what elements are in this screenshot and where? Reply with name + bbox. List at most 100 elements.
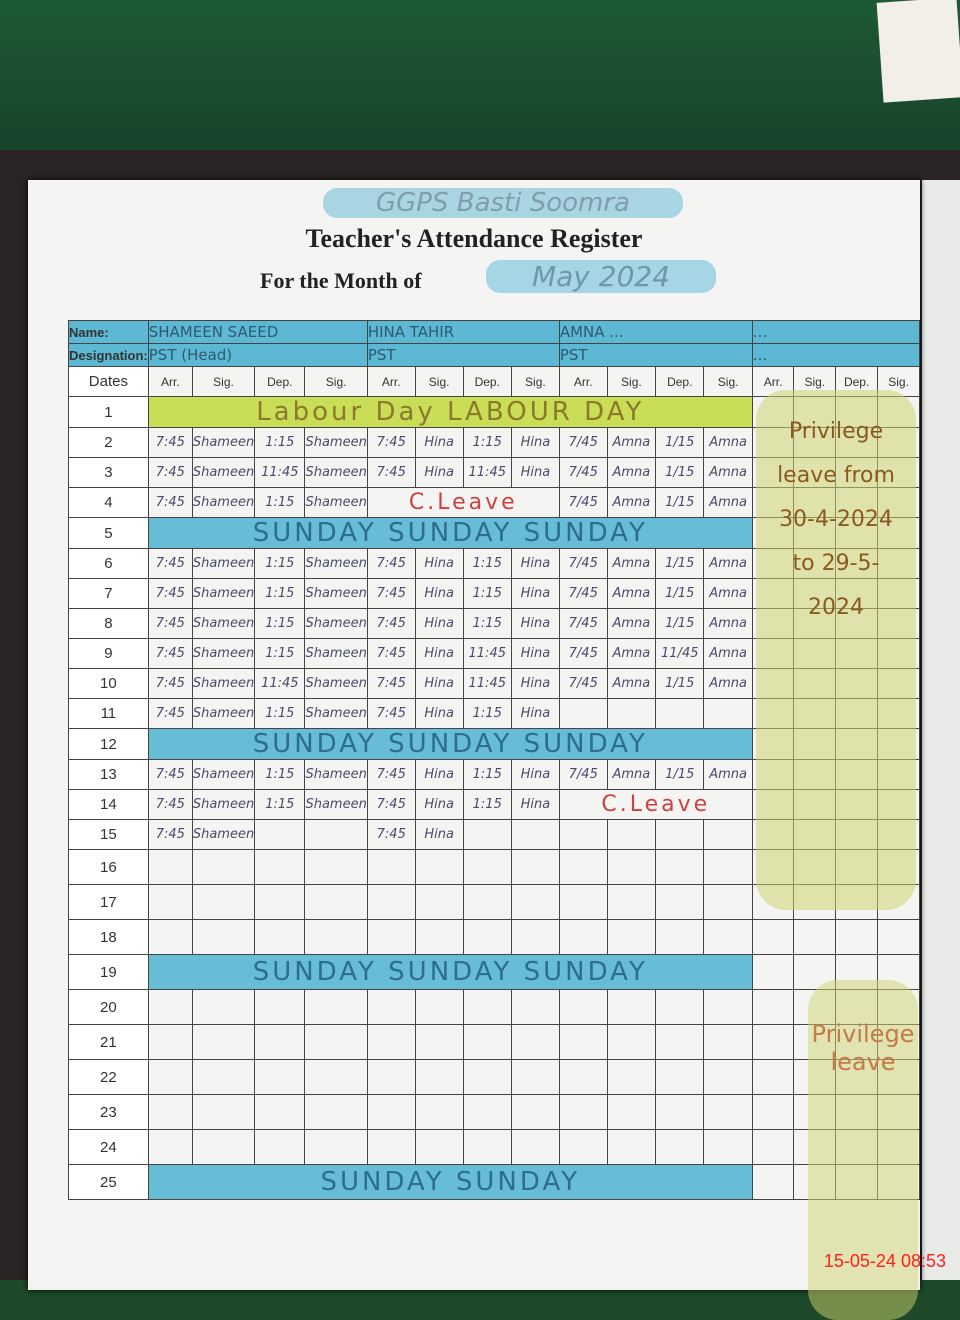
attendance-cell — [510, 849, 560, 885]
attendance-cell: Shameen — [304, 457, 368, 488]
attendance-cell — [191, 919, 256, 955]
name-label: Name: — [68, 320, 149, 344]
column-header: Dep. — [835, 366, 879, 397]
casual-leave-note: C.Leave — [558, 789, 753, 820]
attendance-table: Name: SHAMEEN SAEED HINA TAHIR AMNA ...... D… — [68, 320, 921, 1200]
attendance-cell — [655, 849, 705, 885]
teacher-name: SHAMEEN SAEED — [147, 320, 368, 344]
attendance-cell: Hina — [414, 578, 464, 609]
attendance-cell: 7:45 — [366, 789, 416, 820]
attendance-cell: Shameen — [304, 578, 368, 609]
attendance-cell — [414, 1059, 464, 1095]
attendance-cell: Amna — [703, 548, 753, 579]
attendance-cell: Shameen — [191, 668, 256, 699]
designation-text: PST — [559, 346, 588, 364]
attendance-cell: Hina — [414, 427, 464, 458]
attendance-cell: Hina — [414, 457, 464, 488]
column-header: Sig. — [606, 366, 657, 397]
attendance-cell — [751, 1129, 795, 1165]
attendance-cell: Hina — [510, 457, 560, 488]
attendance-cell: 7:45 — [366, 548, 416, 579]
attendance-cell: Shameen — [191, 457, 256, 488]
table-row: 23 — [68, 1094, 920, 1130]
table-row: 25 SUNDAY SUNDAY — [68, 1164, 920, 1200]
attendance-cell: Hina — [414, 638, 464, 669]
attendance-cell: 1/15 — [655, 457, 705, 488]
attendance-cell — [655, 1094, 705, 1130]
date-cell: 18 — [68, 919, 149, 955]
attendance-cell: Hina — [414, 759, 464, 790]
attendance-cell — [304, 989, 368, 1025]
date-cell: 15 — [68, 819, 149, 850]
date-cell: 11 — [68, 698, 149, 729]
attendance-cell — [147, 1059, 193, 1095]
attendance-cell: 1/15 — [655, 578, 705, 609]
attendance-cell: Shameen — [191, 759, 256, 790]
attendance-cell: 1:15 — [254, 578, 306, 609]
attendance-cell — [191, 1094, 256, 1130]
attendance-cell: Amna — [606, 668, 657, 699]
attendance-cell — [462, 1129, 512, 1165]
attendance-cell — [703, 1129, 753, 1165]
date-cell: 9 — [68, 638, 149, 669]
attendance-cell — [254, 1094, 306, 1130]
attendance-cell — [191, 849, 256, 885]
attendance-cell: 7/45 — [558, 638, 608, 669]
date-cell: 19 — [68, 954, 149, 990]
attendance-cell — [254, 1024, 306, 1060]
attendance-cell — [510, 919, 560, 955]
attendance-cell — [751, 919, 795, 955]
attendance-cell — [147, 1094, 193, 1130]
attendance-cell: 7/45 — [558, 457, 608, 488]
labour-band: Labour Day LABOUR DAY — [147, 396, 753, 428]
attendance-cell — [510, 1129, 560, 1165]
attendance-cell — [606, 884, 657, 920]
paper-note — [876, 0, 960, 103]
attendance-cell: 1:15 — [254, 698, 306, 729]
attendance-cell — [191, 989, 256, 1025]
attendance-cell — [414, 1094, 464, 1130]
date-cell: 17 — [68, 884, 149, 920]
attendance-cell: Shameen — [191, 427, 256, 458]
attendance-cell: Shameen — [191, 789, 256, 820]
attendance-cell — [703, 989, 753, 1025]
attendance-cell: 7:45 — [366, 759, 416, 790]
column-header: Arr. — [558, 366, 608, 397]
attendance-cell: Amna — [606, 638, 657, 669]
attendance-cell: 7:45 — [366, 698, 416, 729]
attendance-cell — [462, 1094, 512, 1130]
table-row: 21 — [68, 1024, 920, 1060]
attendance-cell: 1:15 — [254, 638, 306, 669]
column-header: Arr. — [147, 366, 193, 397]
attendance-cell: 7:45 — [147, 759, 193, 790]
attendance-cell — [304, 819, 368, 850]
attendance-cell: Amna — [606, 457, 657, 488]
attendance-cell — [510, 819, 560, 850]
attendance-cell — [414, 989, 464, 1025]
attendance-cell: 1:15 — [254, 487, 306, 518]
attendance-cell — [254, 989, 306, 1025]
attendance-cell: 1/15 — [655, 487, 705, 518]
attendance-cell: Amna — [703, 457, 753, 488]
attendance-cell: 1:15 — [462, 548, 512, 579]
attendance-cell: 1/15 — [655, 668, 705, 699]
month-label: For the Month of — [260, 268, 422, 293]
column-header: Sig. — [304, 366, 368, 397]
column-header: Sig. — [191, 366, 256, 397]
attendance-cell — [366, 1024, 416, 1060]
sunday-band: SUNDAY SUNDAY SUNDAY — [147, 728, 753, 760]
attendance-cell: 1:15 — [462, 698, 512, 729]
attendance-cell: Hina — [414, 668, 464, 699]
attendance-cell: Shameen — [191, 578, 256, 609]
date-cell: 6 — [68, 548, 149, 579]
attendance-cell: Shameen — [304, 698, 368, 729]
attendance-cell: 11/45 — [655, 638, 705, 669]
date-cell: 21 — [68, 1024, 149, 1060]
attendance-cell: Shameen — [304, 487, 368, 518]
attendance-cell — [414, 849, 464, 885]
attendance-cell — [606, 849, 657, 885]
attendance-cell — [304, 849, 368, 885]
attendance-cell — [254, 849, 306, 885]
attendance-cell: 1:15 — [254, 789, 306, 820]
attendance-cell: Amna — [606, 578, 657, 609]
